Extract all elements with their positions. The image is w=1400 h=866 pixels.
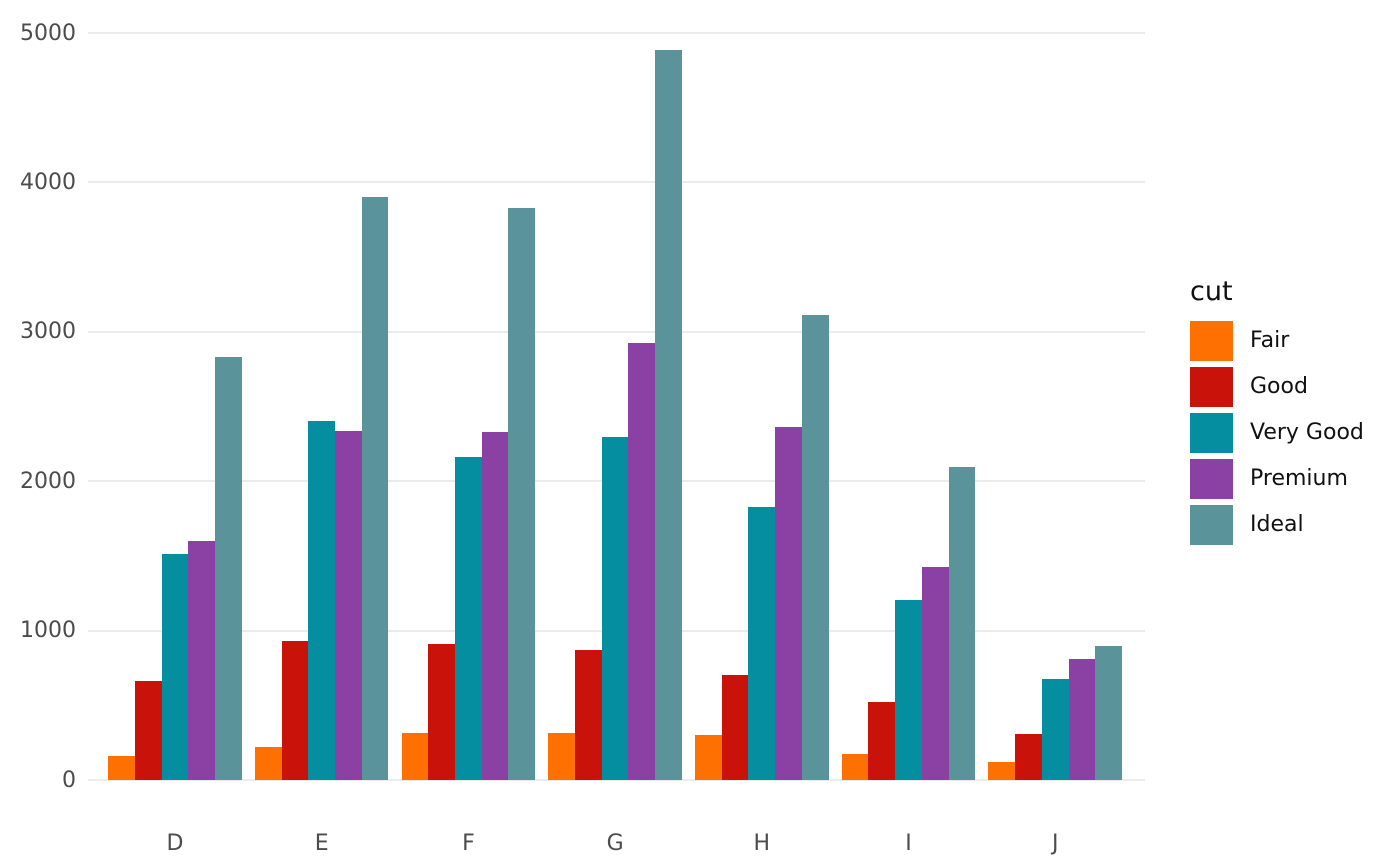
y-axis-tick-label-3000: 3000 bbox=[20, 319, 76, 345]
bar-h-very-good bbox=[748, 507, 776, 780]
legend-label-good: Good bbox=[1250, 374, 1308, 399]
bar-d-very-good bbox=[161, 553, 189, 780]
legend-item-ideal: Ideal bbox=[1190, 505, 1364, 545]
legend-label-ideal: Ideal bbox=[1250, 512, 1304, 537]
y-axis-tick-label-1000: 1000 bbox=[20, 618, 76, 644]
bar-f-very-good bbox=[455, 456, 482, 780]
bar-e-ideal bbox=[361, 196, 389, 780]
gridline-3000 bbox=[88, 330, 1145, 333]
bar-g-premium bbox=[628, 343, 656, 780]
bar-e-good bbox=[281, 640, 309, 780]
bar-g-good bbox=[575, 649, 602, 780]
bar-i-very-good bbox=[895, 600, 922, 780]
legend-title: cut bbox=[1190, 276, 1233, 307]
x-axis-tick-label-e: E bbox=[314, 831, 329, 856]
bar-d-good bbox=[134, 681, 162, 780]
bar-i-ideal bbox=[948, 467, 976, 780]
bar-j-good bbox=[1015, 734, 1042, 780]
legend: cut Fair Good Very Good Premium Ideal bbox=[1190, 276, 1364, 551]
x-axis-tick-label-h: H bbox=[753, 831, 771, 856]
bar-h-good bbox=[721, 675, 749, 780]
bar-j-premium bbox=[1068, 659, 1096, 780]
bar-d-premium bbox=[188, 540, 216, 780]
x-axis-tick-label-d: D bbox=[166, 831, 184, 856]
bar-g-fair bbox=[548, 733, 576, 780]
bar-i-fair bbox=[841, 753, 869, 780]
bar-h-ideal bbox=[801, 314, 829, 780]
bar-j-fair bbox=[988, 762, 1016, 780]
legend-item-fair: Fair bbox=[1190, 321, 1364, 361]
legend-items: Fair Good Very Good Premium Ideal bbox=[1190, 321, 1364, 545]
y-axis-tick-label-4000: 4000 bbox=[20, 169, 76, 195]
bar-g-very-good bbox=[601, 436, 629, 780]
bar-f-fair bbox=[401, 733, 429, 780]
legend-swatch-very-good bbox=[1190, 413, 1233, 453]
legend-swatch-fair bbox=[1190, 321, 1233, 361]
bar-i-good bbox=[868, 702, 896, 780]
legend-swatch-ideal bbox=[1190, 505, 1233, 545]
legend-label-premium: Premium bbox=[1250, 466, 1348, 491]
x-axis-tick-label-j: J bbox=[1051, 831, 1059, 856]
bar-f-premium bbox=[481, 431, 509, 780]
bar-f-ideal bbox=[508, 208, 536, 780]
y-axis-tick-label-0: 0 bbox=[62, 767, 76, 793]
x-axis-tick-label-f: F bbox=[462, 831, 475, 856]
gridline-4000 bbox=[88, 181, 1145, 184]
legend-item-premium: Premium bbox=[1190, 459, 1364, 499]
y-axis-tick-label-5000: 5000 bbox=[20, 20, 76, 46]
bar-e-fair bbox=[254, 746, 282, 780]
x-axis-tick-label-i: I bbox=[905, 831, 912, 856]
bar-e-very-good bbox=[308, 421, 336, 780]
legend-item-very-good: Very Good bbox=[1190, 413, 1364, 453]
bar-g-ideal bbox=[655, 50, 682, 780]
x-axis-tick-label-g: G bbox=[606, 831, 624, 856]
gridline-5000 bbox=[88, 32, 1145, 34]
bar-f-good bbox=[428, 644, 456, 780]
gridline-0 bbox=[88, 779, 1145, 781]
bar-e-premium bbox=[335, 430, 362, 780]
bar-d-fair bbox=[108, 755, 135, 780]
legend-label-fair: Fair bbox=[1250, 328, 1290, 353]
bar-d-ideal bbox=[215, 356, 242, 780]
legend-swatch-good bbox=[1190, 367, 1233, 407]
bar-i-premium bbox=[921, 566, 949, 780]
legend-label-very-good: Very Good bbox=[1250, 420, 1364, 445]
legend-item-good: Good bbox=[1190, 367, 1364, 407]
bar-j-very-good bbox=[1041, 678, 1069, 780]
bar-h-premium bbox=[775, 427, 802, 780]
bar-j-ideal bbox=[1095, 646, 1122, 780]
bar-h-fair bbox=[695, 734, 722, 780]
legend-swatch-premium bbox=[1190, 459, 1233, 499]
y-axis-tick-label-2000: 2000 bbox=[20, 468, 76, 494]
